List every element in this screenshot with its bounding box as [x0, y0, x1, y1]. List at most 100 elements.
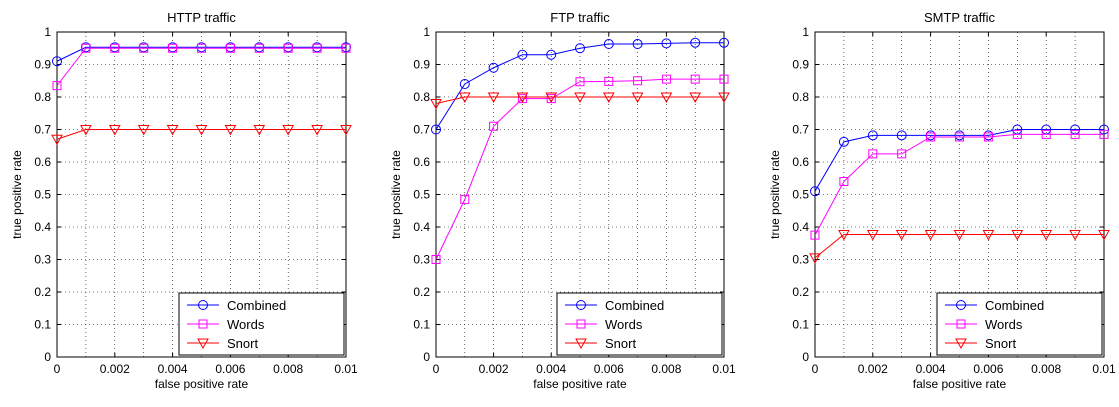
data-point-square	[283, 43, 293, 53]
x-axis-label: false positive rate	[155, 377, 249, 391]
data-point-triangle-down	[253, 125, 266, 136]
series-snort	[51, 125, 352, 146]
data-point-square	[926, 132, 936, 142]
chart-panel-2: 0 0.002 0.004 0.006 0.008 0.01 0 0.1 0.2 0.3 0.4 0.…	[389, 10, 736, 391]
x-tick-label: 0.008	[273, 362, 303, 376]
data-point-triangle-down	[51, 134, 63, 146]
data-point-circle	[838, 136, 849, 147]
legend-item: Combined	[565, 298, 664, 313]
y-tick-label: 0.9	[34, 58, 51, 72]
legend-item: Combined	[945, 298, 1044, 313]
series-line	[56, 129, 346, 140]
data-point-triangle-down	[108, 125, 121, 136]
data-point-square	[633, 76, 643, 86]
data-point-triangle-down	[487, 92, 500, 104]
legend-marker-square	[576, 319, 586, 329]
x-tick-label: 0.002	[858, 362, 888, 376]
data-point-triangle-down	[574, 92, 586, 104]
data-point-square	[719, 74, 729, 84]
data-point-triangle-down	[660, 92, 673, 104]
series-line	[435, 96, 724, 104]
data-point-triangle-down	[982, 229, 995, 241]
data-point-square	[81, 43, 91, 53]
data-point-square	[52, 81, 62, 91]
legend-item: Snort	[945, 336, 1016, 351]
data-point-triangle-down	[1011, 229, 1024, 241]
y-tick-label: 0.3	[413, 253, 430, 267]
data-point-circle	[690, 37, 701, 48]
y-tick-label: 0.6	[792, 155, 809, 169]
data-point-circle	[517, 49, 528, 60]
x-tick-label: 0	[433, 362, 440, 376]
y-tick-label: 0.7	[34, 123, 51, 137]
data-point-triangle-down	[282, 125, 295, 136]
series-snort	[809, 229, 1110, 264]
y-axis-label: true positive rate	[389, 150, 403, 239]
legend-label: Combined	[985, 298, 1044, 313]
x-tick-label: 0.01	[1092, 362, 1116, 376]
series-combined	[431, 37, 729, 135]
x-tick-label: 0.004	[158, 362, 188, 376]
data-point-square	[604, 76, 614, 86]
y-tick-label: 0.8	[413, 90, 430, 104]
data-point-circle	[52, 56, 62, 67]
data-point-circle	[719, 37, 729, 48]
data-point-circle	[575, 43, 585, 54]
data-point-square	[168, 43, 178, 53]
y-axis-label: true positive rate	[10, 150, 24, 239]
y-tick-label: 0.4	[413, 220, 430, 234]
series-line	[814, 133, 1104, 236]
y-tick-label: 1	[44, 25, 51, 39]
data-point-triangle-down	[953, 229, 966, 241]
x-tick-label: 0.008	[651, 362, 681, 376]
x-axis-label: false positive rate	[913, 377, 1007, 391]
y-tick-label: 0	[423, 350, 430, 364]
data-point-square	[661, 74, 671, 84]
legend-label: Snort	[605, 336, 636, 351]
series-line	[435, 42, 724, 130]
y-tick-label: 0.1	[34, 318, 51, 332]
data-point-triangle-down	[631, 92, 644, 104]
series-line	[56, 46, 346, 62]
data-point-square	[460, 194, 470, 204]
y-tick-label: 0.4	[34, 220, 51, 234]
x-tick-label: 0	[54, 362, 61, 376]
legend-marker-circle	[956, 300, 966, 310]
y-tick-label: 0.7	[413, 123, 430, 137]
data-point-circle	[488, 62, 499, 73]
data-point-triangle-down	[809, 253, 821, 264]
data-point-square	[225, 43, 235, 53]
data-point-triangle-down	[166, 125, 179, 136]
series-snort	[430, 92, 730, 110]
data-point-triangle-down	[137, 125, 150, 136]
data-point-square	[810, 230, 820, 240]
y-tick-label: 0.9	[413, 58, 430, 72]
x-tick-label: 0.006	[594, 362, 624, 376]
data-point-circle	[603, 39, 614, 50]
data-point-triangle-down	[430, 99, 442, 110]
legend-marker-triangle-down	[575, 338, 587, 350]
data-point-triangle-down	[80, 125, 92, 136]
y-tick-label: 1	[802, 25, 809, 39]
data-point-square	[341, 43, 351, 53]
chart-title: HTTP traffic	[167, 10, 236, 25]
legend-marker-triangle-down	[955, 338, 967, 350]
legend-marker-square	[956, 319, 966, 329]
y-tick-label: 0	[44, 350, 51, 364]
y-tick-label: 0.3	[34, 253, 51, 267]
series-line	[56, 47, 346, 86]
legend-item: Words	[945, 317, 1023, 332]
series-line	[814, 129, 1104, 192]
x-tick-label: 0.008	[1031, 362, 1061, 376]
data-point-square	[1099, 129, 1109, 139]
x-tick-label: 0.006	[215, 362, 245, 376]
legend-item: Words	[187, 317, 265, 332]
legend-label: Words	[227, 317, 265, 332]
data-point-circle	[431, 124, 441, 135]
chart-panel-3: 0 0.002 0.004 0.006 0.008 0.01 0 0.1 0.2 0.3 0.4 0.…	[768, 10, 1116, 391]
legend-label: Combined	[605, 298, 664, 313]
data-point-circle	[896, 130, 907, 141]
data-point-triangle-down	[924, 229, 937, 241]
y-tick-label: 0.7	[792, 123, 809, 137]
data-point-square	[690, 74, 700, 84]
